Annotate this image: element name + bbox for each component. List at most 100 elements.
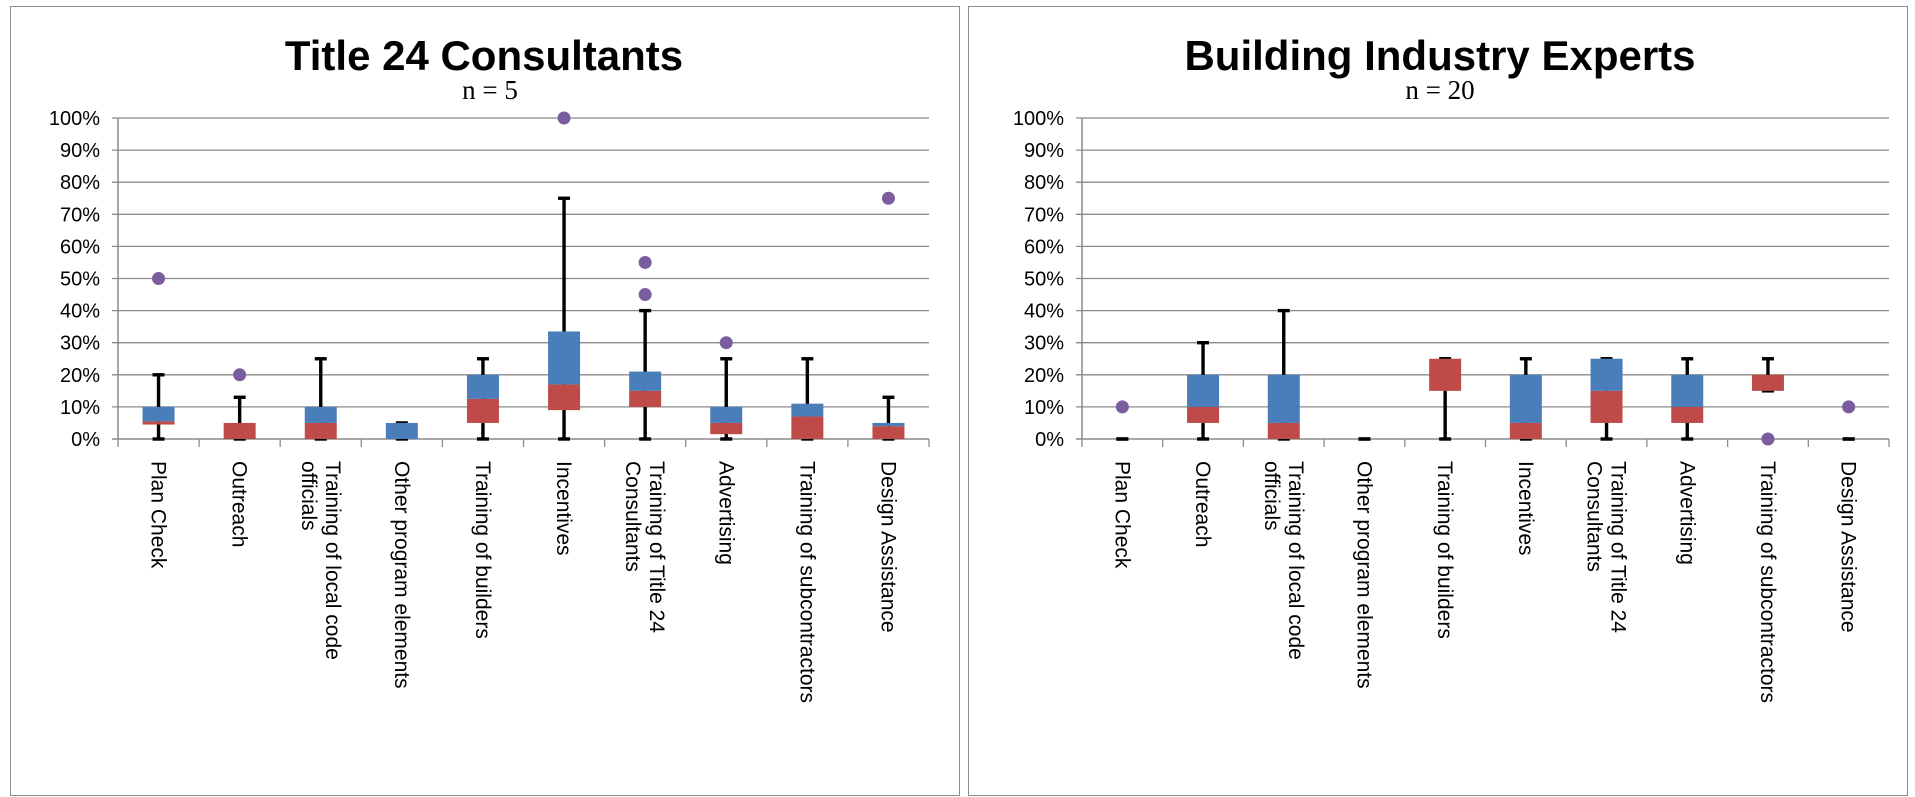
outlier-point [719,336,733,350]
category-label: Design Assistance [876,461,899,633]
y-tick-label: 20% [1024,365,1064,387]
category-label-line: Consultants [1583,461,1606,572]
y-tick-label: 80% [60,172,100,194]
box-upper [1509,374,1542,423]
box-group [385,421,418,441]
category-label: Design Assistance [1837,461,1860,633]
category-label-line: Training of builders [1433,461,1456,639]
y-tick-label: 40% [60,301,100,323]
category-label: Incentives [552,461,575,556]
box-group [1429,357,1462,441]
chart-title: Title 24 Consultants [285,32,683,79]
category-label-line: Outreach [1191,461,1214,547]
y-tick-label: 50% [1024,269,1064,291]
category-label-line: Training of subcontractors [1756,461,1779,703]
outlier-point [233,368,247,382]
category-label-line: officials [1260,461,1283,531]
box-lower [1590,390,1623,423]
box-group [710,336,743,441]
category-label-line: Training of local code [321,461,344,660]
box-upper [1671,374,1704,407]
box-upper [304,406,337,423]
outlier-point [638,255,652,269]
box-upper [1590,358,1623,391]
y-tick-label: 10% [1024,397,1064,419]
chart-subtitle: n = 5 [462,75,518,105]
box-lower [629,390,662,407]
category-label: Other program elements [390,461,413,689]
box-group [1842,400,1856,441]
box-lower [304,422,337,439]
box-group [1115,400,1129,441]
box-group [466,357,499,441]
category-label-line: Incentives [1514,461,1537,556]
box-lower [872,426,905,439]
chart-building-industry-experts: Building Industry Experts n = 20 0% 10% 20… [1013,32,1890,703]
category-label: Outreach [228,461,251,547]
y-tick-label: 100% [49,108,100,130]
box-upper [548,331,581,385]
box-group [1509,357,1542,441]
category-label-line: Design Assistance [876,461,899,633]
box-lower [1429,358,1462,391]
outlier-point [638,288,652,302]
category-label: Training of local codeofficials [297,461,344,660]
y-tick-label: 90% [60,140,100,162]
box-lower [548,384,581,411]
y-tick-label: 70% [1024,204,1064,226]
y-tick-label: 60% [1024,236,1064,258]
y-tick-label: 60% [60,236,100,258]
box-group [791,357,824,441]
category-label: Outreach [1191,461,1214,547]
category-label: Training of Title 24Consultants [621,461,668,633]
outlier-point [557,111,571,125]
chart-subtitle: n = 20 [1405,75,1474,105]
box-group [304,357,337,441]
box-group [1671,357,1704,441]
category-label-line: Consultants [621,461,644,572]
box-upper [142,406,175,422]
chart-title24-consultants: Title 24 Consultants n = 5 0% 10% 20% 30% 40… [49,32,930,703]
outlier-point [1842,400,1856,414]
category-label: Other program elements [1352,461,1375,689]
box-lower [223,422,256,439]
box-group [223,368,256,441]
y-tick-label: 80% [1024,172,1064,194]
box-group [1590,357,1623,441]
y-tick-label: 30% [60,333,100,355]
category-label: Training of local codeofficials [1260,461,1307,660]
outlier-point [152,272,166,285]
box-group [872,191,905,441]
y-tick-label: 30% [1024,333,1064,355]
category-label-line: Advertising [1675,461,1698,565]
box-upper [1267,374,1300,423]
y-tick-label: 50% [60,269,100,291]
box-lower [1509,422,1542,439]
category-label: Training of Title 24Consultants [1583,461,1630,633]
y-tick-label: 20% [60,365,100,387]
box-lower [1671,406,1704,423]
box-lower [791,416,824,439]
category-label-line: Other program elements [390,461,413,689]
category-label: Training of subcontractors [1756,461,1779,703]
category-label-line: Outreach [228,461,251,547]
y-tick-label: 0% [71,429,100,451]
box-lower [1267,422,1300,439]
outlier-point [881,191,895,205]
category-label-line: Other program elements [1352,461,1375,689]
y-tick-label: 90% [1024,140,1064,162]
box-group [629,255,662,441]
category-label-line: officials [297,461,320,531]
box-upper [710,406,743,423]
chart-title: Building Industry Experts [1184,32,1695,79]
category-label: Incentives [1514,461,1537,556]
category-label-line: Incentives [552,461,575,556]
box-upper [791,403,824,417]
category-label-line: Training of Title 24 [645,461,668,633]
y-tick-label: 0% [1035,429,1064,451]
y-tick-label: 70% [60,204,100,226]
box-upper [629,371,662,391]
category-label-line: Plan Check [1110,461,1133,569]
category-label-line: Training of Title 24 [1607,461,1630,633]
box-group [1751,357,1784,446]
